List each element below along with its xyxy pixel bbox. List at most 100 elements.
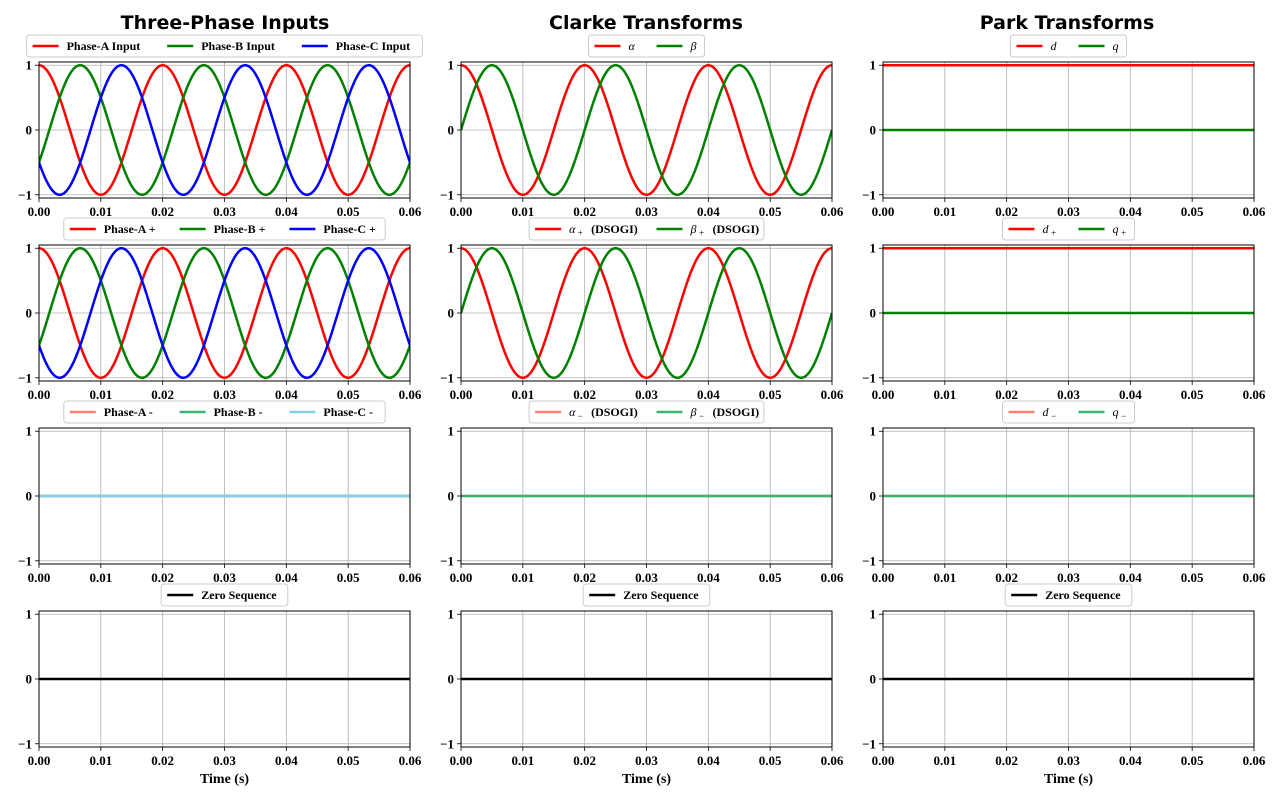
axes-frame [882, 610, 1255, 748]
x-tick-label: 0.03 [213, 204, 236, 219]
legend-label-suffix: (DSOGI) [713, 405, 760, 419]
legend-label: Zero Sequence [201, 588, 277, 602]
column-title-clarke: Clarke Transforms [549, 12, 743, 34]
y-tick-label: 0 [26, 123, 33, 138]
x-tick-label: 0.06 [821, 570, 844, 585]
x-tick-label: 0.06 [399, 753, 422, 768]
legend-label: q [1113, 405, 1119, 419]
x-tick-label: 0.02 [995, 204, 1018, 219]
legend-label: Phase-B + [214, 222, 266, 236]
legend-box [1004, 583, 1133, 607]
x-tick-label: 0.06 [821, 387, 844, 402]
x-tick-label: 0.01 [933, 387, 956, 402]
y-tick-label: 1 [448, 607, 455, 622]
x-tick-label: 0.00 [450, 387, 473, 402]
x-tick-label: 0.00 [872, 753, 895, 768]
y-tick-label: 0 [26, 489, 33, 504]
x-tick-label: 0.02 [995, 570, 1018, 585]
legend-label: β [690, 222, 697, 236]
panel-r3-c1: 0.00 0.01 0.02 0.03 0.04 0.05 0.06 1 0 −1 Time (s)… [440, 583, 844, 787]
x-tick-label: 0.02 [151, 387, 174, 402]
x-tick-label: 0.04 [1119, 570, 1142, 585]
y-tick-label: 0 [26, 672, 33, 687]
column-title-inputs: Three-Phase Inputs [121, 12, 330, 34]
legend: Zero Sequence [582, 583, 711, 607]
legend-label: Phase-A - [104, 405, 153, 419]
panel-r1-c0: 0.00 0.01 0.02 0.03 0.04 0.05 0.06 1 0 −1 Phase-A … [18, 217, 422, 402]
x-tick-label: 0.06 [1243, 570, 1266, 585]
x-axis-label: Time (s) [622, 772, 671, 787]
legend: Phase-A - Phase-B - Phase-C - [63, 400, 386, 424]
x-tick-label: 0.05 [337, 570, 360, 585]
y-tick-label: −1 [18, 187, 32, 202]
y-tick-label: 1 [26, 58, 33, 73]
legend-label: Phase-A + [104, 222, 156, 236]
x-tick-label: 0.02 [573, 570, 596, 585]
panel-r0-c0: 0.00 0.01 0.02 0.03 0.04 0.05 0.06 1 0 −1 Phase-A … [18, 34, 423, 219]
legend-box [1002, 217, 1135, 241]
x-tick-label: 0.01 [89, 753, 112, 768]
legend-label: α [569, 405, 576, 419]
y-tick-label: −1 [862, 553, 876, 568]
legend: α − (DSOGI) β − (DSOGI) [528, 400, 765, 424]
x-tick-label: 0.02 [573, 387, 596, 402]
panel-r3-c2: 0.00 0.01 0.02 0.03 0.04 0.05 0.06 1 0 −1 Time (s)… [862, 583, 1266, 787]
x-tick-label: 0.01 [511, 753, 534, 768]
panel-r3-c0: 0.00 0.01 0.02 0.03 0.04 0.05 0.06 1 0 −1 Time (s)… [18, 583, 422, 787]
legend-label: q [1113, 222, 1119, 236]
x-tick-label: 0.03 [1057, 753, 1080, 768]
legend-box [1002, 400, 1135, 424]
y-tick-label: 0 [26, 306, 33, 321]
panels: 0.00 0.01 0.02 0.03 0.04 0.05 0.0610−1Phase-A … [18, 34, 1266, 787]
legend-box [528, 217, 765, 241]
legend-label: Phase-C - [323, 405, 373, 419]
y-tick-label: 1 [26, 607, 33, 622]
x-tick-label: 0.05 [759, 387, 782, 402]
legend-label: Phase-B Input [201, 39, 275, 53]
x-tick-label: 0.03 [1057, 570, 1080, 585]
legend: Phase-A Input Phase-B Input Phase-C Input [26, 34, 423, 58]
legend: Zero Sequence [160, 583, 289, 607]
legend-label-suffix: (DSOGI) [591, 405, 638, 419]
panel-r2-c0: 0.00 0.01 0.02 0.03 0.04 0.05 0.06 1 0 −1 Phase-A … [18, 400, 422, 585]
y-tick-label: 0 [448, 306, 455, 321]
x-tick-label: 0.02 [995, 753, 1018, 768]
legend-label-sub: − [1051, 411, 1057, 421]
axes-frame [882, 427, 1255, 565]
y-tick-label: 0 [448, 489, 455, 504]
legend-label-suffix: (DSOGI) [713, 222, 760, 236]
y-tick-label: 1 [26, 241, 33, 256]
x-axis-label: Time (s) [200, 772, 249, 787]
x-tick-label: 0.04 [1119, 753, 1142, 768]
legend-box [63, 217, 386, 241]
legend-label-suffix: (DSOGI) [591, 222, 638, 236]
x-tick-label: 0.00 [450, 570, 473, 585]
x-tick-label: 0.06 [399, 387, 422, 402]
x-tick-label: 0.00 [28, 387, 51, 402]
legend: α + (DSOGI) β + (DSOGI) [528, 217, 765, 241]
x-tick-label: 0.01 [511, 570, 534, 585]
x-tick-label: 0.06 [399, 204, 422, 219]
x-tick-label: 0.01 [933, 753, 956, 768]
y-tick-label: −1 [18, 553, 32, 568]
legend: d + q + [1002, 217, 1135, 241]
legend-label-sub: − [1121, 411, 1127, 421]
x-tick-label: 0.06 [821, 753, 844, 768]
legend-label-sub: − [699, 411, 705, 421]
axes-frame [882, 244, 1255, 382]
x-tick-label: 0.03 [635, 753, 658, 768]
y-tick-label: −1 [18, 370, 32, 385]
legend-label-sub: + [577, 228, 583, 238]
x-tick-label: 0.04 [697, 570, 720, 585]
legend-box [588, 34, 705, 58]
legend-label-sub: + [1121, 228, 1127, 238]
legend-box [160, 583, 289, 607]
series-line-0 [461, 63, 832, 197]
legend: d − q − [1002, 400, 1135, 424]
axes-frame [38, 61, 411, 199]
x-tick-label: 0.03 [1057, 387, 1080, 402]
legend-label: q [1113, 39, 1119, 53]
